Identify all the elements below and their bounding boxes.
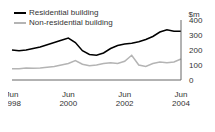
svg-text:0: 0 <box>189 76 194 85</box>
svg-text:Jun2002: Jun2002 <box>116 90 134 108</box>
svg-text:Jun2000: Jun2000 <box>59 90 77 108</box>
html-text:Non-residential building: Non-residential building <box>29 18 113 27</box>
svg-text:200: 200 <box>189 46 203 55</box>
html-text:Residential building: Residential building <box>29 8 99 17</box>
svg-text:100: 100 <box>189 61 203 70</box>
svg-text:400: 400 <box>189 15 203 25</box>
svg-text:300: 300 <box>189 31 203 40</box>
svg-text:Jun2004: Jun2004 <box>172 90 190 108</box>
svg-text:$m: $m <box>188 10 199 19</box>
svg-text:Jun1998: Jun1998 <box>8 90 21 108</box>
